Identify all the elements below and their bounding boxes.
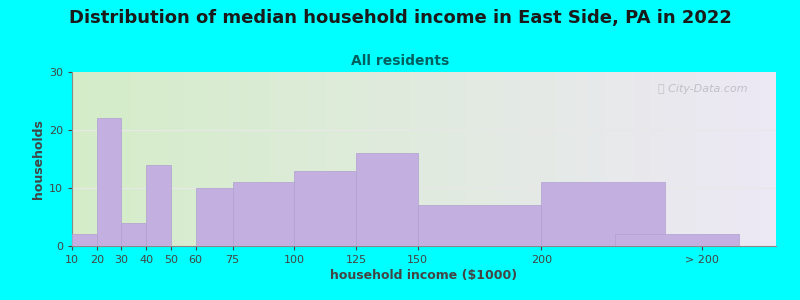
Bar (146, 165, 171, 246)
X-axis label: household income ($1000): household income ($1000) (330, 269, 518, 282)
Bar (233, 182, 294, 246)
Bar (97, 118, 122, 246)
Y-axis label: households: households (32, 119, 45, 199)
Text: ⓘ City-Data.com: ⓘ City-Data.com (658, 84, 748, 94)
Bar (294, 171, 356, 246)
Bar (356, 153, 418, 246)
Bar (542, 182, 665, 246)
Bar (122, 223, 146, 246)
Text: All residents: All residents (351, 54, 449, 68)
Bar (418, 206, 542, 246)
Bar (195, 188, 233, 246)
Bar (615, 234, 739, 246)
Bar (72, 234, 97, 246)
Text: Distribution of median household income in East Side, PA in 2022: Distribution of median household income … (69, 9, 731, 27)
